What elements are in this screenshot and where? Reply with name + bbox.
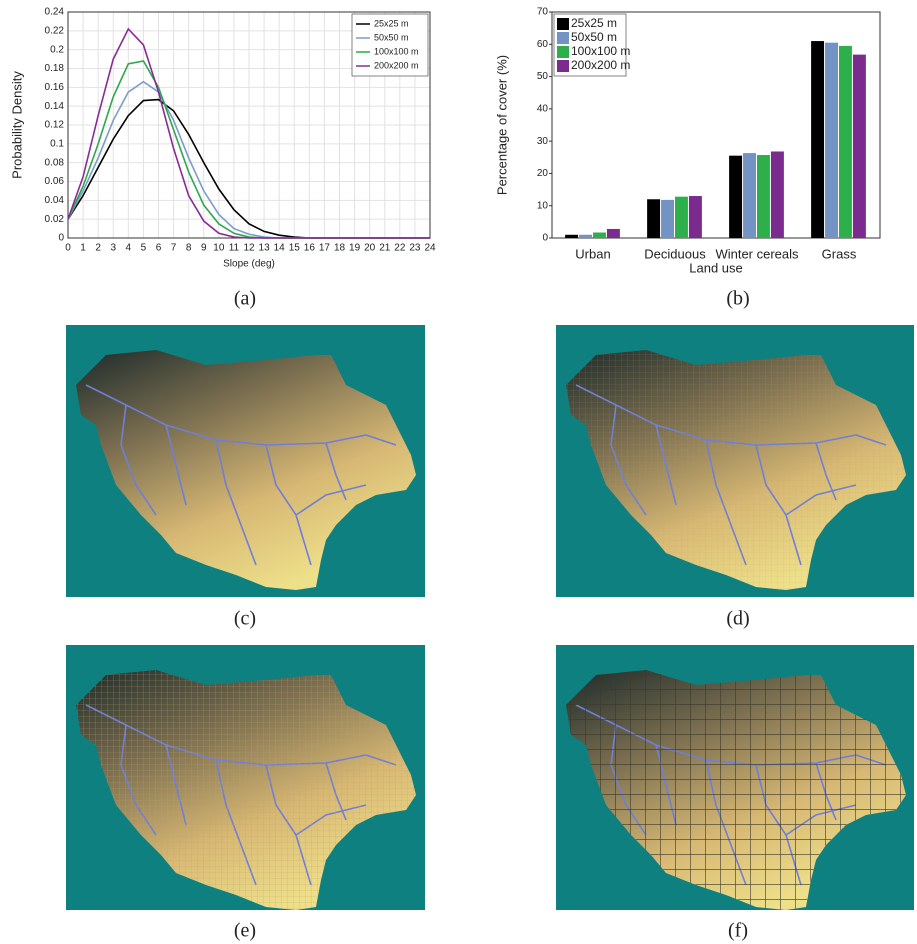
x-tick-label: 16: [304, 243, 316, 254]
x-tick-label: Urban: [575, 246, 610, 261]
y-tick-label: 0.16: [45, 82, 65, 93]
bar: [852, 54, 866, 238]
x-tick-label: 19: [349, 243, 361, 254]
y-tick-label: 0.14: [45, 101, 65, 112]
y-tick-label: 0.1: [50, 138, 64, 149]
axes-box: [551, 11, 881, 239]
y-axis-label: Probability Density: [9, 71, 24, 179]
x-tick-label: 18: [334, 243, 346, 254]
x-tick-label: 7: [171, 243, 177, 254]
x-tick-label: 8: [186, 243, 192, 254]
x-axis-label: Slope (deg): [223, 259, 275, 270]
y-tick-label: 0.02: [45, 214, 65, 225]
x-tick-label: 23: [409, 243, 421, 254]
map-f: [556, 645, 914, 910]
bar: [647, 199, 661, 238]
y-tick-label: 40: [537, 103, 549, 114]
y-tick-label: 0.08: [45, 157, 65, 168]
caption: (a): [234, 288, 256, 310]
x-tick-label: 13: [259, 243, 271, 254]
bar: [825, 42, 838, 238]
x-tick-label: 14: [274, 243, 286, 254]
y-tick-label: 0.12: [45, 120, 65, 131]
x-tick-label: 10: [213, 243, 225, 254]
x-tick-label: 2: [95, 243, 101, 254]
y-axis-label: Percentage of cover (%): [494, 55, 509, 195]
y-tick-label: 30: [537, 136, 549, 147]
caption: (c): [234, 608, 256, 630]
map-d: [556, 325, 914, 597]
legend-swatch: [557, 18, 569, 30]
map-c: [66, 325, 425, 597]
bar: [661, 199, 674, 238]
y-tick-label: 70: [537, 7, 549, 18]
bar: [811, 41, 825, 238]
bar: [729, 155, 743, 238]
legend-label: 200x200 m: [374, 60, 419, 70]
x-tick-label: Grass: [822, 246, 857, 261]
x-tick-label: 3: [110, 243, 116, 254]
legend-swatch: [557, 60, 569, 72]
x-tick-label: Deciduous: [644, 246, 706, 261]
bar: [565, 234, 579, 238]
caption: (f): [728, 920, 748, 942]
legend-swatch: [557, 32, 569, 44]
x-tick-label: 20: [364, 243, 376, 254]
legend-label: 200x200 m: [571, 58, 630, 72]
bar: [579, 234, 592, 238]
legend-swatch: [557, 46, 569, 58]
legend-label: 25x25 m: [374, 18, 409, 28]
x-tick-label: 24: [424, 243, 436, 254]
x-tick-label: 11: [229, 243, 240, 254]
bar: [839, 45, 852, 239]
map-e: [66, 645, 425, 910]
legend-label: 50x50 m: [571, 30, 617, 44]
x-tick-label: 0: [65, 243, 71, 254]
x-tick-label: 12: [243, 243, 255, 254]
caption: (e): [234, 920, 256, 942]
line-series: [67, 27, 430, 239]
bar: [743, 153, 756, 238]
bar: [757, 155, 770, 238]
bar: [675, 196, 688, 238]
legend-label: 100x100 m: [374, 46, 419, 56]
x-tick-label: 15: [289, 243, 301, 254]
x-tick-label: Winter cereals: [715, 246, 799, 261]
y-tick-label: 0.18: [45, 63, 65, 74]
bar: [593, 232, 606, 238]
y-tick-label: 10: [537, 200, 549, 211]
x-tick-label: 5: [141, 243, 147, 254]
x-tick-label: 17: [319, 243, 331, 254]
y-tick-label: 0.2: [50, 44, 64, 55]
bar: [688, 196, 702, 238]
bar: [770, 151, 784, 238]
y-tick-label: 0.06: [45, 176, 65, 187]
x-tick-label: 4: [126, 243, 132, 254]
x-tick-label: 6: [156, 243, 162, 254]
legend-label: 50x50 m: [374, 32, 409, 42]
y-tick-label: 0: [58, 233, 64, 244]
legend-label: 100x100 m: [571, 44, 630, 58]
y-tick-label: 20: [537, 168, 549, 179]
y-tick-label: 0.04: [45, 195, 65, 206]
y-tick-label: 0: [542, 233, 548, 244]
y-tick-label: 50: [537, 71, 549, 82]
legend-label: 25x25 m: [571, 16, 617, 30]
y-tick-label: 0.24: [45, 7, 65, 18]
caption: (b): [726, 288, 749, 310]
x-tick-label: 1: [80, 243, 86, 254]
caption: (d): [726, 608, 749, 630]
x-tick-label: 22: [394, 243, 406, 254]
x-tick-label: 9: [201, 243, 207, 254]
x-tick-label: 21: [379, 243, 391, 254]
y-tick-label: 60: [537, 39, 549, 50]
x-axis-label: Land use: [689, 260, 743, 275]
y-tick-label: 0.22: [45, 25, 65, 36]
bar: [606, 228, 620, 238]
